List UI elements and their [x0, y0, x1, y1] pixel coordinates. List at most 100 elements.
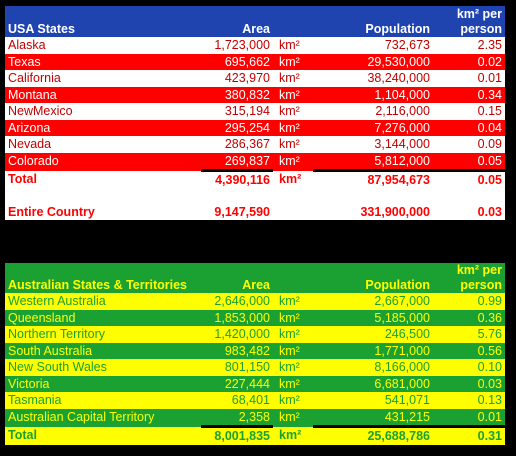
aus-header-name: Australian States & Territories — [5, 263, 201, 293]
table-row: Montana 380,832 km² 1,104,000 0.34 — [5, 86, 505, 103]
country-population: 331,900,000 — [313, 203, 433, 220]
table-row: Australian Capital Territory 2,358 km² 431,… — [5, 408, 505, 427]
area-value: 269,837 — [201, 152, 273, 171]
km-per-person-value: 0.04 — [433, 119, 505, 136]
spacer-cell — [313, 188, 433, 204]
population-value: 8,166,000 — [313, 359, 433, 376]
table-row: Alaska 1,723,000 km² 732,673 2.35 — [5, 37, 505, 54]
table-row: Texas 695,662 km² 29,530,000 0.02 — [5, 53, 505, 70]
area-value: 983,482 — [201, 342, 273, 359]
state-name: NewMexico — [5, 103, 201, 120]
table-row: New South Wales 801,150 km² 8,166,000 0.10 — [5, 359, 505, 376]
km-per-person-value: 0.03 — [433, 375, 505, 392]
km-per-person-value: 0.99 — [433, 293, 505, 310]
country-unit-blank — [273, 203, 313, 220]
usa-header-km-per-person: km² per person — [433, 6, 505, 37]
total-label: Total — [5, 170, 201, 189]
state-name: Western Australia — [5, 293, 201, 310]
state-name: Arizona — [5, 119, 201, 136]
area-unit: km² — [273, 53, 313, 70]
australia-states-table: Australian States & Territories Area Pop… — [5, 263, 505, 445]
table-row: Western Australia 2,646,000 km² 2,667,000 0.… — [5, 293, 505, 310]
total-row: Total 8,001,835 km² 25,688,786 0.31 — [5, 425, 505, 445]
population-value: 1,771,000 — [313, 342, 433, 359]
area-unit: km² — [273, 309, 313, 326]
total-row: Total 4,390,116 km² 87,954,673 0.05 — [5, 169, 505, 189]
total-km-per-person: 0.31 — [433, 425, 505, 445]
usa-header-name: USA States — [5, 6, 201, 37]
state-name: Australian Capital Territory — [5, 408, 201, 427]
area-unit: km² — [273, 326, 313, 343]
population-value: 2,667,000 — [313, 293, 433, 310]
spacer-cell — [201, 188, 273, 204]
km-per-person-value: 2.35 — [433, 37, 505, 54]
table-row: Arizona 295,254 km² 7,276,000 0.04 — [5, 119, 505, 136]
area-unit: km² — [273, 375, 313, 392]
country-km-per-person: 0.03 — [433, 203, 505, 220]
km-per-person-value: 0.01 — [433, 70, 505, 87]
population-value: 732,673 — [313, 37, 433, 54]
spacer-cell — [5, 188, 201, 204]
country-label: Entire Country — [5, 203, 201, 220]
area-unit: km² — [273, 103, 313, 120]
area-value: 295,254 — [201, 119, 273, 136]
population-value: 3,144,000 — [313, 136, 433, 153]
km-per-person-value: 0.36 — [433, 309, 505, 326]
table-row: Nevada 286,367 km² 3,144,000 0.09 — [5, 136, 505, 153]
area-value: 801,150 — [201, 359, 273, 376]
area-value: 380,832 — [201, 86, 273, 103]
area-value: 227,444 — [201, 375, 273, 392]
area-unit: km² — [273, 408, 313, 427]
area-unit: km² — [273, 152, 313, 171]
state-name: Tasmania — [5, 392, 201, 409]
area-unit: km² — [273, 70, 313, 87]
aus-header-area: Area — [201, 263, 273, 293]
table-row: Northern Territory 1,420,000 km² 246,500 5.7… — [5, 326, 505, 343]
area-value: 1,853,000 — [201, 309, 273, 326]
population-value: 431,215 — [313, 408, 433, 427]
area-value: 315,194 — [201, 103, 273, 120]
usa-header-area: Area — [201, 6, 273, 37]
km-per-person-value: 0.02 — [433, 53, 505, 70]
population-value: 541,071 — [313, 392, 433, 409]
total-area-unit: km² — [273, 426, 313, 445]
state-name: Alaska — [5, 37, 201, 54]
state-name: Victoria — [5, 375, 201, 392]
total-km-per-person: 0.05 — [433, 169, 505, 189]
state-name: New South Wales — [5, 359, 201, 376]
km-per-person-value: 0.01 — [433, 408, 505, 427]
state-name: Queensland — [5, 309, 201, 326]
usa-header-row: USA States Area Population km² per person — [5, 6, 505, 37]
area-unit: km² — [273, 342, 313, 359]
aus-header-population: Population — [313, 263, 433, 293]
table-row: Tasmania 68,401 km² 541,071 0.13 — [5, 392, 505, 409]
total-label: Total — [5, 426, 201, 445]
table-row: Colorado 269,837 km² 5,812,000 0.05 — [5, 152, 505, 171]
population-value: 38,240,000 — [313, 70, 433, 87]
area-value: 286,367 — [201, 136, 273, 153]
km-per-person-value: 0.05 — [433, 152, 505, 171]
population-value: 7,276,000 — [313, 119, 433, 136]
usa-header-population: Population — [313, 6, 433, 37]
spacer-cell — [273, 188, 313, 204]
table-row: South Australia 983,482 km² 1,771,000 0.56 — [5, 342, 505, 359]
population-value: 6,681,000 — [313, 375, 433, 392]
km-per-person-value: 0.34 — [433, 86, 505, 103]
table-row: Queensland 1,853,000 km² 5,185,000 0.36 — [5, 309, 505, 326]
state-name: Northern Territory — [5, 326, 201, 343]
state-name: Texas — [5, 53, 201, 70]
km-per-person-value: 0.10 — [433, 359, 505, 376]
area-unit: km² — [273, 119, 313, 136]
area-value: 1,420,000 — [201, 326, 273, 343]
km-per-person-value: 0.09 — [433, 136, 505, 153]
area-unit: km² — [273, 293, 313, 310]
area-unit: km² — [273, 86, 313, 103]
area-value: 695,662 — [201, 53, 273, 70]
spacer-row — [5, 188, 505, 204]
area-value: 2,646,000 — [201, 293, 273, 310]
aus-header-row: Australian States & Territories Area Pop… — [5, 263, 505, 293]
population-value: 5,185,000 — [313, 309, 433, 326]
area-unit: km² — [273, 359, 313, 376]
population-value: 29,530,000 — [313, 53, 433, 70]
total-area-unit: km² — [273, 170, 313, 189]
